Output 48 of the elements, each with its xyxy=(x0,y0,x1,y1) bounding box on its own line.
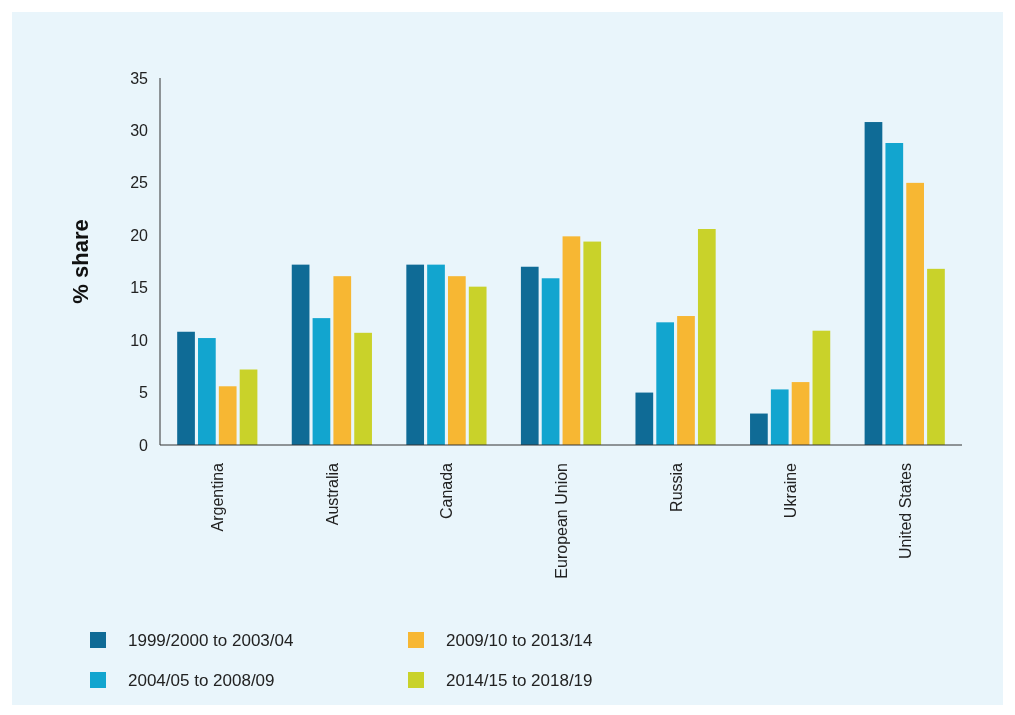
bar xyxy=(697,228,716,445)
bar xyxy=(791,382,810,445)
bar xyxy=(677,316,695,445)
y-tick-label: 10 xyxy=(130,331,149,349)
bar xyxy=(468,286,487,445)
bar xyxy=(864,122,883,445)
x-tick-label: Argentina xyxy=(209,462,227,532)
bar xyxy=(541,278,560,445)
bar xyxy=(333,276,352,445)
bar xyxy=(427,264,445,445)
y-tick-label: 20 xyxy=(130,226,149,244)
bar xyxy=(177,331,195,445)
x-tick-label: Canada xyxy=(438,462,456,520)
x-tick-label: Ukraine xyxy=(782,462,800,519)
bar xyxy=(562,236,581,445)
y-tick-label: 5 xyxy=(139,384,149,402)
legend-label: 1999/2000 to 2003/04 xyxy=(128,630,294,650)
bar xyxy=(750,413,768,445)
legend-label: 2014/15 to 2018/19 xyxy=(446,670,593,690)
bar xyxy=(406,264,425,445)
bar xyxy=(583,241,602,445)
y-tick-label: 30 xyxy=(130,122,149,140)
legend-label: 2009/10 to 2013/14 xyxy=(446,630,593,650)
bar xyxy=(239,369,258,445)
y-tick-label: 0 xyxy=(139,436,149,454)
x-tick-label: European Union xyxy=(553,463,570,579)
x-tick-label: Australia xyxy=(323,462,341,526)
bar xyxy=(885,143,904,445)
x-tick-label: Russia xyxy=(667,462,685,512)
bar xyxy=(218,386,237,445)
bar xyxy=(812,330,831,445)
y-tick-label: 25 xyxy=(130,174,149,192)
bar xyxy=(354,332,372,445)
legend-label: 2004/05 to 2008/09 xyxy=(128,670,275,690)
bar xyxy=(927,268,945,445)
bar xyxy=(312,318,331,445)
y-axis-title: % share xyxy=(68,219,93,304)
x-tick-label: United States xyxy=(896,463,914,560)
bar xyxy=(291,264,310,445)
bar xyxy=(656,322,675,445)
y-tick-label: 35 xyxy=(130,69,149,87)
y-tick-label: 15 xyxy=(130,279,149,297)
bar xyxy=(520,266,539,445)
bar xyxy=(906,182,924,445)
bar xyxy=(635,392,654,445)
bar xyxy=(198,338,216,445)
bar xyxy=(447,276,466,445)
bar xyxy=(770,389,789,445)
